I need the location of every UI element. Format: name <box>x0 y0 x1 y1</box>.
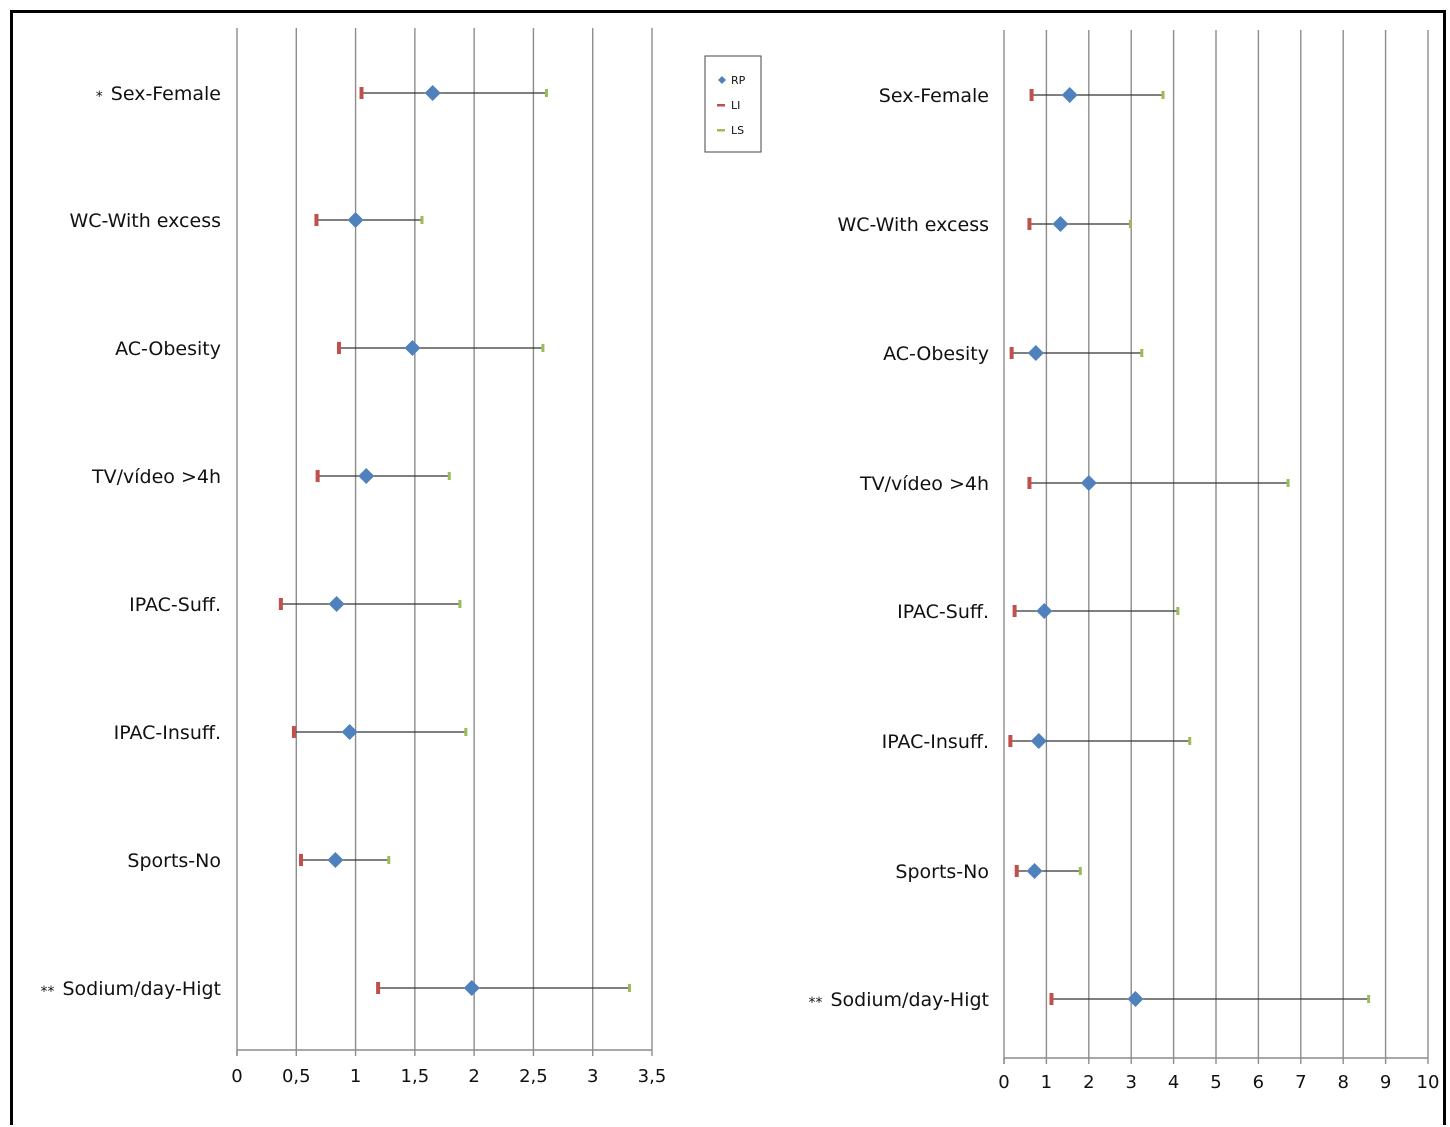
rp-mark <box>1036 603 1053 619</box>
x-tick-label: 0,5 <box>282 1066 311 1087</box>
legend-label: LI <box>731 99 740 112</box>
x-tick-label: 1 <box>1041 1072 1052 1093</box>
legend-marker-rp <box>718 76 726 84</box>
category-label: Sports-No <box>895 861 989 883</box>
ls-mark <box>1140 349 1144 357</box>
li-mark <box>291 726 296 738</box>
category-label: Sodium/day-Higt <box>62 978 221 1000</box>
x-tick-label: 1 <box>350 1066 361 1087</box>
li-mark <box>359 87 364 99</box>
category-label: Sex-Female <box>879 85 989 107</box>
ls-mark <box>544 89 548 97</box>
rp-mark <box>1030 733 1047 749</box>
x-tick-label: 6 <box>1253 1072 1264 1093</box>
ls-mark <box>447 472 451 480</box>
category-label: TV/vídeo >4h <box>859 473 989 495</box>
li-mark <box>315 470 320 482</box>
x-tick-label: 2,5 <box>519 1066 548 1087</box>
category-label: TV/vídeo >4h <box>91 466 221 488</box>
ls-mark <box>1176 607 1180 615</box>
li-mark <box>1049 993 1054 1005</box>
x-tick-label: 10 <box>1417 1072 1440 1093</box>
ls-mark <box>1367 995 1371 1003</box>
x-tick-label: 3 <box>1125 1072 1136 1093</box>
x-tick-label: 5 <box>1210 1072 1221 1093</box>
rp-mark <box>358 468 375 484</box>
li-mark <box>1014 865 1019 877</box>
significance-marker: ** <box>40 984 54 1000</box>
legend-marker-ls <box>717 129 725 132</box>
x-tick-label: 7 <box>1295 1072 1306 1093</box>
ls-mark <box>1078 867 1082 875</box>
x-tick-label: 2 <box>468 1066 479 1087</box>
x-tick-label: 1,5 <box>401 1066 430 1087</box>
category-label: AC-Obesity <box>883 343 989 365</box>
legend: RP LI LS <box>704 55 762 153</box>
x-tick-label: 8 <box>1337 1072 1348 1093</box>
rp-mark <box>1026 863 1043 879</box>
category-label: IPAC-Insuff. <box>114 722 221 744</box>
ls-mark <box>627 984 631 992</box>
category-label: IPAC-Suff. <box>129 594 221 616</box>
rp-mark <box>341 724 358 740</box>
x-tick-label: 9 <box>1380 1072 1391 1093</box>
category-label: IPAC-Insuff. <box>882 731 989 753</box>
significance-marker: * <box>96 89 103 105</box>
legend-label: LS <box>731 124 744 137</box>
li-mark <box>1012 605 1017 617</box>
ls-mark <box>420 216 424 224</box>
ls-mark <box>541 344 545 352</box>
rp-mark <box>1027 345 1044 361</box>
ls-mark <box>1128 220 1132 228</box>
ls-mark <box>1188 737 1192 745</box>
legend-marker-li <box>717 104 725 107</box>
legend-label: RP <box>731 74 746 87</box>
category-label: Sodium/day-Higt <box>830 989 989 1011</box>
li-mark <box>1029 89 1034 101</box>
ls-mark <box>1161 91 1165 99</box>
li-mark <box>1008 735 1013 747</box>
significance-marker: ** <box>808 995 822 1011</box>
forest-panel-2: 0 1 2 3 4 5 6 7 8 9 10 Sex-Female WC-With excess AC-O… <box>808 30 1439 1093</box>
category-label: Sports-No <box>127 850 221 872</box>
li-mark <box>336 342 341 354</box>
figure-frame <box>10 10 1446 1125</box>
rp-mark <box>327 852 344 868</box>
forest-panel-1: 0 0,5 1 1,5 2 2,5 3 3,5 Sex-Female * WC-With exces… <box>40 28 666 1087</box>
rp-mark <box>424 85 441 101</box>
x-tick-label: 4 <box>1168 1072 1179 1093</box>
ls-mark <box>387 856 391 864</box>
li-mark <box>278 598 283 610</box>
ls-mark <box>1286 479 1290 487</box>
category-label: WC-With excess <box>837 214 989 236</box>
category-label: IPAC-Suff. <box>897 601 989 623</box>
rp-mark <box>347 212 364 228</box>
rp-mark <box>328 596 345 612</box>
x-tick-label: 3 <box>587 1066 598 1087</box>
x-tick-label: 3,5 <box>638 1066 667 1087</box>
x-tick-label: 2 <box>1083 1072 1094 1093</box>
x-tick-label: 0 <box>231 1066 242 1087</box>
li-mark <box>314 214 319 226</box>
li-mark <box>1027 477 1032 489</box>
rp-mark <box>1052 216 1069 232</box>
li-mark <box>299 854 304 866</box>
rp-mark <box>1080 475 1097 491</box>
legend-box <box>704 55 762 153</box>
rp-mark <box>1127 991 1144 1007</box>
rp-mark <box>463 980 480 996</box>
ls-mark <box>458 600 462 608</box>
category-label: AC-Obesity <box>115 338 221 360</box>
li-mark <box>376 982 381 994</box>
li-mark <box>1027 218 1032 230</box>
rp-mark <box>404 340 421 356</box>
rp-mark <box>1061 87 1078 103</box>
category-label: WC-With excess <box>69 210 221 232</box>
li-mark <box>1009 347 1014 359</box>
x-tick-label: 0 <box>998 1072 1009 1093</box>
ls-mark <box>464 728 468 736</box>
category-label: Sex-Female <box>111 83 221 105</box>
